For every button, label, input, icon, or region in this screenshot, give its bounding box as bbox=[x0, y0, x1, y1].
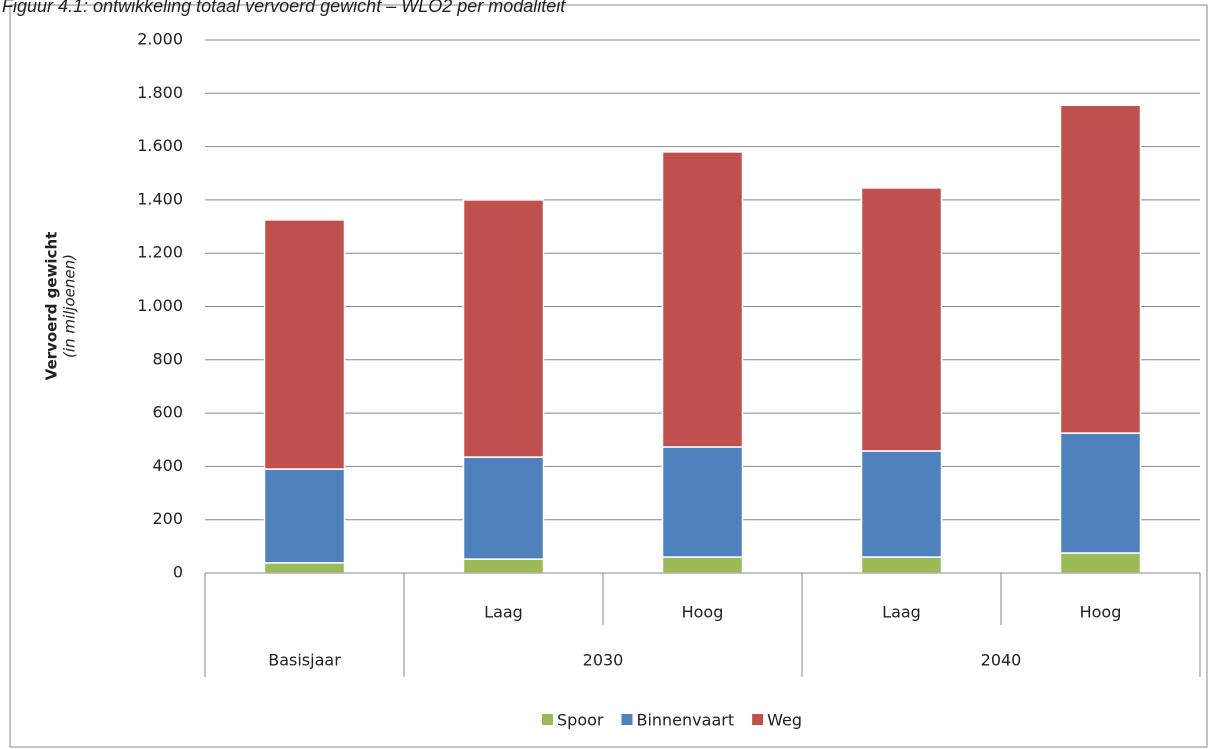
bar-segment bbox=[462, 456, 545, 560]
chart-frame bbox=[9, 4, 1208, 748]
bar-segment bbox=[263, 219, 346, 470]
legend-swatch bbox=[542, 714, 554, 725]
bar-segment bbox=[462, 199, 545, 458]
x-tick-label: Hoog bbox=[682, 603, 724, 622]
y-sublabel: (in miljoenen) bbox=[61, 254, 79, 358]
bar-segment bbox=[1059, 104, 1142, 434]
bar-segment bbox=[1059, 432, 1142, 554]
y-tick-label: 1.200 bbox=[137, 243, 183, 262]
y-tick-label: 1.000 bbox=[137, 296, 183, 315]
legend: Spoor Binnenvaart Weg bbox=[542, 711, 802, 730]
y-tick-label: 1.600 bbox=[137, 136, 183, 155]
bar-segment bbox=[860, 556, 943, 574]
y-tick-label: 1.400 bbox=[137, 189, 183, 208]
bar-segment bbox=[661, 446, 744, 558]
y-tick-label: 200 bbox=[152, 509, 183, 528]
bar-segment bbox=[263, 468, 346, 564]
legend-swatch bbox=[621, 714, 633, 725]
y-tick-label: 0 bbox=[173, 563, 183, 582]
group-label: 2030 bbox=[583, 651, 624, 670]
x-tick-label: Laag bbox=[484, 603, 523, 622]
chart-title: Figuur 4.1: ontwikkeling totaal vervoerd… bbox=[2, 0, 566, 16]
group-label: 2040 bbox=[981, 651, 1022, 670]
y-tick-label: 600 bbox=[152, 403, 183, 422]
x-tick-label: Hoog bbox=[1080, 603, 1122, 622]
group-label: Basisjaar bbox=[268, 651, 341, 670]
legend-label: Spoor bbox=[557, 711, 604, 730]
bar-segment bbox=[462, 558, 545, 574]
legend-label: Binnenvaart bbox=[636, 711, 734, 730]
y-label: Vervoerd gewicht bbox=[43, 232, 61, 381]
bar-segment bbox=[661, 556, 744, 574]
bar-segment bbox=[263, 562, 346, 574]
bar-segment bbox=[661, 151, 744, 448]
y-tick-label: 1.800 bbox=[137, 83, 183, 102]
y-axis-title: Vervoerd gewicht (in miljoenen) bbox=[43, 232, 79, 381]
y-tick-label: 400 bbox=[152, 456, 183, 475]
bar-segment bbox=[860, 450, 943, 558]
y-tick-label: 2.000 bbox=[137, 30, 183, 49]
legend-swatch bbox=[752, 714, 764, 725]
bar-segment bbox=[1059, 552, 1142, 574]
x-tick-label: Laag bbox=[882, 603, 921, 622]
bar-segment bbox=[860, 187, 943, 452]
y-tick-label: 800 bbox=[152, 349, 183, 368]
legend-label: Weg bbox=[767, 711, 802, 730]
